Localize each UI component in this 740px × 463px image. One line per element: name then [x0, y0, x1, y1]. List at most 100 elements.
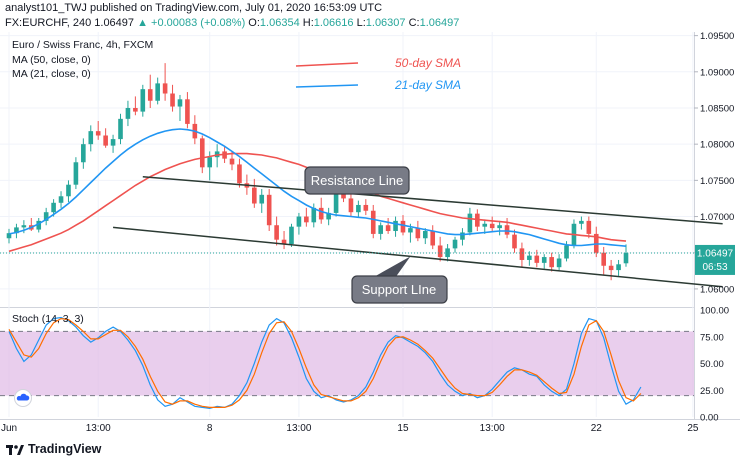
candle-body	[185, 99, 190, 124]
tradingview-logo-icon	[6, 445, 24, 455]
last-price: 1.06497	[94, 17, 135, 29]
price-tick-label: 1.07000	[700, 212, 734, 223]
stoch-tick-label: 100.00	[700, 306, 729, 317]
stoch-k-line	[8, 316, 642, 410]
high-value: 1.06616	[313, 17, 354, 29]
candle-body	[118, 118, 123, 140]
resistance-trendline[interactable]	[142, 175, 723, 225]
candle-body	[579, 220, 584, 224]
time-tick-label: 13:00	[286, 423, 311, 434]
candle-body	[370, 210, 376, 234]
price-tick-label: 1.09500	[700, 31, 734, 42]
change-arrow-icon: ▲	[137, 17, 148, 29]
candle-body	[512, 234, 517, 249]
last-price-tag-value: 1.06497	[697, 248, 734, 259]
price-change: +0.00083 (+0.08%)	[151, 17, 246, 29]
close-label: C:	[408, 17, 420, 29]
candle-body	[6, 233, 12, 239]
candle-body	[311, 207, 317, 223]
candle-body	[348, 198, 354, 213]
candle-body	[133, 107, 138, 112]
price-tick-label: 1.06000	[700, 284, 734, 295]
candle-body	[281, 239, 287, 245]
time-tick-label: Jun	[1, 423, 17, 434]
candle-body	[385, 225, 391, 232]
candle-body	[252, 187, 257, 204]
open-label: O:	[248, 17, 260, 29]
candle-body	[88, 131, 94, 145]
candle-body	[378, 225, 383, 234]
candle-body	[14, 227, 19, 234]
price-tick-label: 1.09000	[700, 67, 734, 78]
ma50-legend[interactable]: MA (50, close, 0)	[12, 54, 91, 66]
time-tick-label: 25	[687, 423, 699, 434]
time-tick-label: 15	[397, 423, 409, 434]
stoch-tick-label: 0.00	[700, 413, 719, 424]
candle-body	[430, 231, 436, 246]
sma21-line	[8, 128, 627, 247]
ma21-legend[interactable]: MA (21, close, 0)	[12, 68, 91, 80]
candle-body	[489, 223, 495, 229]
support-trendline[interactable]	[112, 226, 723, 288]
candle-body	[356, 204, 361, 213]
sma50-annotation: 50-day SMA	[395, 56, 461, 70]
candle-body	[460, 232, 465, 240]
candle-body	[616, 264, 621, 271]
candle-body	[170, 93, 175, 107]
price-tick-label: 1.08000	[700, 140, 734, 151]
candle-body	[229, 158, 235, 165]
resistance-label: Resistance Line	[311, 173, 404, 188]
time-tick-label: 8	[207, 423, 213, 434]
candle-body	[608, 265, 614, 271]
symbol-label[interactable]: FX:EURCHF, 240	[5, 17, 92, 29]
price-tick-label: 1.08500	[700, 103, 734, 114]
stoch-tick-label: 50.00	[700, 359, 724, 370]
candle-body	[393, 220, 398, 232]
candle-body	[199, 138, 205, 168]
cloud-icon[interactable]	[12, 389, 34, 407]
sma50-label-stroke	[295, 62, 359, 67]
candle-body	[527, 255, 532, 260]
price-tick-label: 1.07500	[700, 176, 734, 187]
candle-body	[274, 225, 279, 240]
candle-body	[326, 212, 331, 220]
stoch-band	[0, 331, 694, 396]
candle-body	[177, 99, 183, 107]
candle-body	[140, 89, 146, 112]
last-price-tag[interactable]	[695, 244, 735, 275]
candle-body	[125, 107, 131, 119]
publish-line: analyst101_TWJ published on TradingView.…	[5, 2, 383, 14]
candle-body	[556, 258, 562, 268]
sma21-label-stroke	[295, 84, 359, 88]
candle-body	[259, 194, 265, 204]
resistance-label-box[interactable]	[304, 166, 410, 195]
candle-body	[452, 239, 458, 249]
series-title: Euro / Swiss Franc, 4h, FXCM	[12, 39, 154, 51]
candle-body	[541, 257, 547, 263]
high-label: H:	[302, 17, 314, 29]
candle-body	[534, 255, 540, 263]
brand-name[interactable]: TradingView	[28, 442, 102, 456]
stoch-legend[interactable]: Stoch (14, 3, 3)	[12, 313, 84, 325]
candle-body	[519, 248, 525, 260]
candle-body	[333, 187, 339, 213]
candle-body	[408, 228, 413, 233]
candle-body	[497, 225, 502, 229]
candle-body	[155, 83, 160, 101]
candle-body	[162, 83, 168, 94]
candle-body	[58, 196, 64, 203]
candle-body	[296, 216, 302, 227]
candle-body	[110, 139, 116, 146]
candle-body	[363, 204, 369, 211]
support-label-box[interactable]	[351, 275, 448, 304]
candle-body	[467, 213, 473, 233]
stoch-d-line	[8, 317, 642, 408]
candle-body	[586, 220, 592, 234]
candle-body	[549, 257, 554, 268]
time-tick-label: 13:00	[86, 423, 111, 434]
candle-body	[437, 245, 443, 258]
low-label: L:	[356, 17, 366, 29]
candle-body	[564, 245, 569, 259]
